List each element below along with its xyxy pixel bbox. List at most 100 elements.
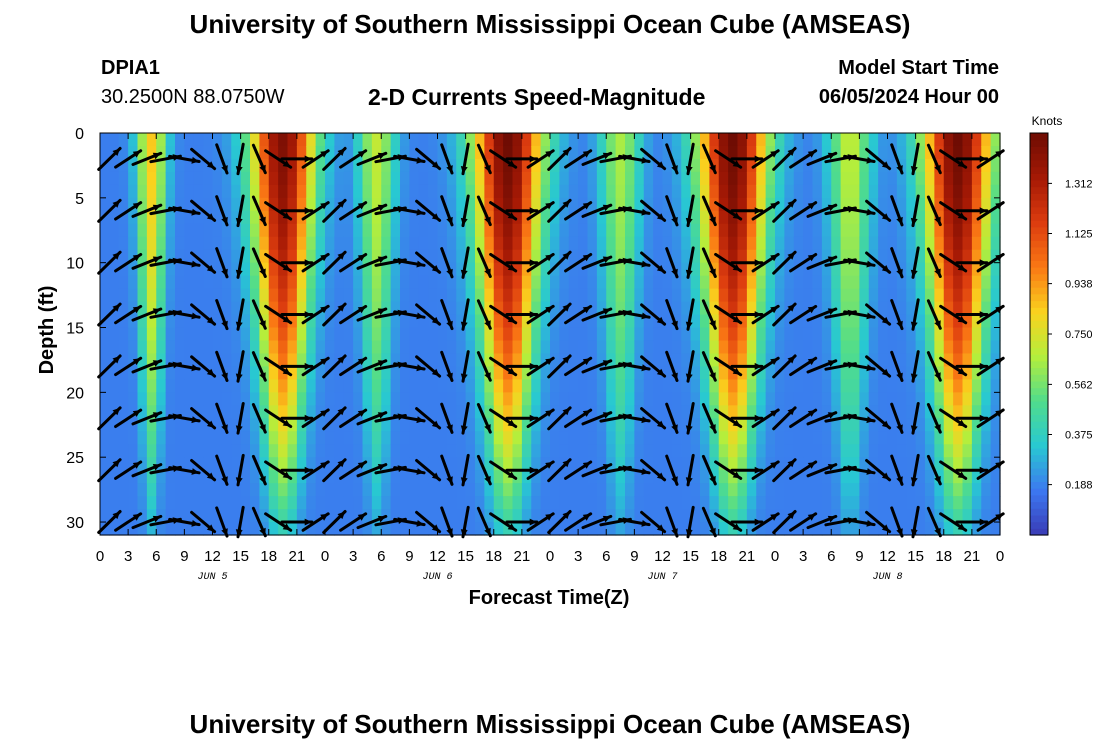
current-vector-arrow (618, 466, 651, 475)
heatmap-cell (315, 379, 326, 393)
heatmap-cell (343, 314, 354, 329)
current-vector-arrow (97, 458, 122, 483)
heatmap-cell (971, 444, 982, 458)
heatmap-cell (437, 418, 448, 432)
heatmap-cell (250, 418, 260, 432)
heatmap-cell (868, 133, 879, 147)
heatmap-cell (550, 301, 560, 316)
heatmap-cell (925, 288, 935, 303)
heatmap-cell (503, 405, 514, 419)
heatmap-cell (343, 249, 354, 264)
heatmap-cell (756, 327, 767, 342)
heatmap-cell (700, 171, 710, 186)
heatmap-cell (371, 223, 382, 238)
heatmap-cell (531, 379, 542, 393)
heatmap-cell (887, 210, 898, 225)
heatmap-cell (343, 366, 354, 380)
heatmap-cell (568, 236, 579, 251)
heatmap-cell (653, 197, 664, 212)
heatmap-cell (306, 366, 317, 380)
heatmap-cell (775, 249, 785, 264)
current-vector-arrow (489, 512, 518, 532)
heatmap-cell (231, 470, 242, 484)
heatmap-cell (559, 184, 570, 199)
heatmap-cell (259, 483, 270, 497)
heatmap-cell (700, 249, 710, 264)
heatmap-cell (475, 301, 485, 316)
heatmap-cell (325, 145, 335, 160)
heatmap-cell (343, 145, 354, 160)
heatmap-cell (521, 457, 532, 471)
heatmap-cell (906, 171, 917, 186)
heatmap-cell (531, 509, 542, 523)
heatmap-cell (887, 483, 898, 497)
heatmap-cell (100, 431, 110, 445)
heatmap-cell (400, 184, 410, 199)
heatmap-cell (587, 288, 598, 303)
heatmap-cell (390, 262, 401, 277)
heatmap-cell (371, 470, 382, 484)
heatmap-cell (250, 340, 260, 355)
heatmap-cell (109, 288, 120, 303)
heatmap-cell (184, 496, 195, 510)
heatmap-cell (775, 366, 785, 380)
heatmap-cell (878, 171, 889, 186)
heatmap-cell (700, 197, 710, 212)
heatmap-cell (146, 509, 157, 523)
colorbar-segment (1030, 334, 1048, 342)
x-tick-label: 15 (457, 548, 474, 565)
heatmap-cell (962, 366, 973, 380)
heatmap-cell (521, 236, 532, 251)
heatmap-cell (362, 522, 373, 536)
heatmap-cell (512, 262, 523, 277)
heatmap-cell (165, 431, 176, 445)
heatmap-cell (296, 327, 307, 342)
heatmap-cell (859, 392, 870, 406)
heatmap-cell (137, 249, 148, 264)
heatmap-cell (756, 145, 767, 160)
heatmap-cell (371, 392, 382, 406)
heatmap-cell (718, 197, 729, 212)
heatmap-cell (343, 457, 354, 471)
heatmap-cell (868, 522, 879, 536)
heatmap-cell (109, 262, 120, 277)
heatmap-cell (521, 133, 532, 147)
heatmap-cell (887, 431, 898, 445)
heatmap-cell (934, 145, 945, 160)
heatmap-cell (915, 431, 926, 445)
current-vector-arrow (131, 307, 163, 322)
colorbar-segment (1030, 153, 1048, 161)
heatmap-cell (728, 457, 739, 471)
current-vector-arrow (356, 359, 388, 374)
heatmap-cell (306, 223, 317, 238)
heatmap-cell (596, 379, 607, 393)
heatmap-cell (287, 133, 298, 147)
heatmap-cell (175, 405, 185, 419)
heatmap-cell (868, 496, 879, 510)
heatmap-cell (334, 431, 345, 445)
current-vector-arrow (393, 362, 426, 372)
heatmap-cell (971, 392, 982, 406)
current-vector-arrow (939, 201, 968, 221)
heatmap-cell (100, 496, 110, 510)
heatmap-cell (100, 145, 110, 160)
heatmap-cell (428, 353, 439, 368)
heatmap-cell (381, 171, 392, 186)
heatmap-cell (268, 210, 279, 225)
heatmap-cell (109, 522, 120, 536)
current-vector-arrow (665, 506, 679, 538)
colorbar-segment (1030, 146, 1048, 154)
heatmap-cell (831, 171, 842, 186)
heatmap-cell (315, 145, 326, 160)
heatmap-cell (371, 509, 382, 523)
heatmap-cell (465, 405, 476, 419)
heatmap-cell (625, 470, 635, 484)
heatmap-cell (250, 301, 260, 316)
heatmap-cell (512, 275, 523, 290)
current-vector-arrow (301, 408, 330, 428)
heatmap-cell (728, 444, 739, 458)
current-vector-arrow (280, 207, 314, 215)
current-vector-arrow (910, 142, 920, 176)
current-vector-arrow (489, 201, 518, 221)
heatmap-cell (259, 184, 270, 199)
